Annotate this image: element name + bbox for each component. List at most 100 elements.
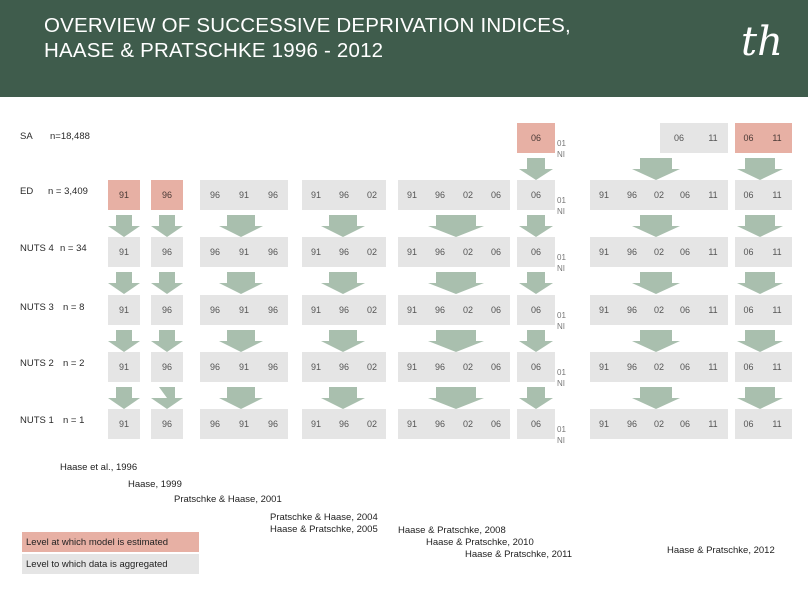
box-sa-11: 11 [762,123,792,153]
box-nuts3-96: 96 [426,295,454,325]
box-nuts3-96: 96 [618,295,646,325]
box-nuts3-91: 91 [108,295,140,325]
arrow-down [151,215,183,237]
box-nuts1-96: 96 [618,409,646,439]
citation-2010: Haase & Pratschke, 2010 [426,537,534,548]
box-nuts3-02: 02 [454,295,482,325]
box-nuts4-06: 06 [482,237,510,267]
box-nuts4-91: 91 [302,237,330,267]
arrow-down [428,387,484,409]
box-nuts2-06: 06 [672,352,698,382]
logo: th [741,19,783,65]
box-ed-91: 91 [590,180,618,210]
box-nuts2-02: 02 [454,352,482,382]
box-nuts1-91: 91 [590,409,618,439]
citation-2004: Pratschke & Haase, 2004 [270,512,378,523]
row-label-sa: SA [20,131,33,142]
box-nuts2-06: 06 [482,352,510,382]
box-nuts1-91: 91 [302,409,330,439]
legend-estimated: Level at which model is estimated [22,532,199,552]
arrow-down [632,330,680,352]
ni-year: 01 [557,425,566,434]
box-nuts4-91: 91 [230,237,258,267]
box-nuts2-91: 91 [590,352,618,382]
title-line-2: HAASE & PRATSCHKE 1996 - 2012 [44,39,384,62]
box-nuts3-11: 11 [762,295,792,325]
box-nuts3-06: 06 [517,295,555,325]
arrow-down [151,330,183,352]
arrow-down [632,387,680,409]
box-nuts3-91: 91 [230,295,258,325]
citation-2005: Haase & Pratschke, 2005 [270,524,378,535]
box-nuts4-96: 96 [330,237,358,267]
arrow-down [428,330,484,352]
arrow-down [321,330,365,352]
box-nuts4-86: 96 [200,237,230,267]
box-nuts4-96: 96 [426,237,454,267]
arrow-down [219,215,263,237]
box-nuts4-02: 02 [454,237,482,267]
arrow-down [219,272,263,294]
arrow-down [737,330,783,352]
box-sa-06: 06 [735,123,762,153]
box-nuts3-06: 06 [482,295,510,325]
box-ed-96: 96 [618,180,646,210]
box-ed-91: 91 [108,180,140,210]
box-nuts4-06: 06 [672,237,698,267]
arrow-down [632,215,680,237]
arrow-down [519,272,553,294]
box-nuts3-86: 96 [200,295,230,325]
legend-aggregated: Level to which data is aggregated [22,554,199,574]
ni-year: 01 [557,196,566,205]
arrow-down [108,272,140,294]
box-nuts3-91: 91 [302,295,330,325]
row-count-nuts2: n = 2 [63,358,85,369]
arrow-down [632,158,680,180]
arrow-down [428,215,484,237]
row-count-sa: n=18,488 [50,131,90,142]
box-ed-11: 11 [762,180,792,210]
box-nuts2-11: 11 [698,352,728,382]
box-nuts2-96: 96 [330,352,358,382]
arrow-down [519,330,553,352]
box-nuts4-91: 91 [108,237,140,267]
ni-year: 01 [557,311,566,320]
page-title: OVERVIEW OF SUCCESSIVE DEPRIVATION INDIC… [44,13,571,63]
box-nuts4-11: 11 [762,237,792,267]
arrow-down [108,215,140,237]
ni-year: 01 [557,368,566,377]
box-nuts2-96: 96 [258,352,288,382]
box-ed-96: 96 [258,180,288,210]
box-nuts2-91: 91 [398,352,426,382]
citation-2011: Haase & Pratschke, 2011 [465,549,573,560]
box-nuts3-96: 96 [151,295,183,325]
box-nuts3-91: 91 [590,295,618,325]
box-nuts1-06: 06 [735,409,762,439]
box-nuts3-96: 96 [330,295,358,325]
ni-year: 01 [557,139,566,148]
box-nuts2-96: 96 [426,352,454,382]
box-ed-96: 96 [426,180,454,210]
arrow-down [151,387,183,409]
box-ed-02: 02 [454,180,482,210]
arrow-down [219,387,263,409]
ni-nuts2: 01 NI [557,367,566,389]
box-nuts3-02: 02 [646,295,672,325]
box-ed-06: 06 [482,180,510,210]
citation-2001: Pratschke & Haase, 2001 [174,494,282,505]
box-nuts3-91: 91 [398,295,426,325]
arrow-down [321,272,365,294]
citation-1999: Haase, 1999 [128,479,182,490]
ni-nuts4: 01 NI [557,252,566,274]
ni-label: NI [557,436,565,445]
box-nuts1-11: 11 [762,409,792,439]
box-ed-11: 11 [698,180,728,210]
row-count-ed: n = 3,409 [48,186,88,197]
ni-label: NI [557,207,565,216]
row-count-nuts3: n = 8 [63,302,85,313]
citation-2008: Haase & Pratschke, 2008 [398,525,506,536]
ni-year: 01 [557,253,566,262]
box-nuts4-96: 96 [258,237,288,267]
box-nuts3-02: 02 [358,295,386,325]
